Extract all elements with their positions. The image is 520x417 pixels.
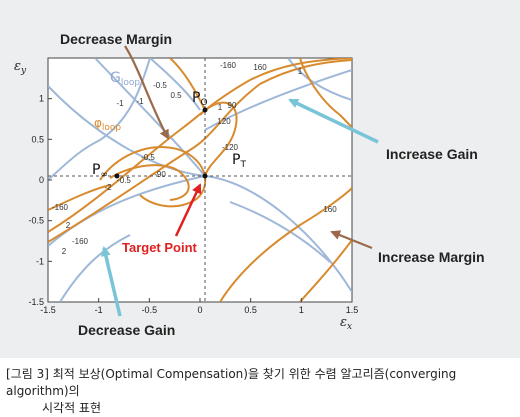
p-o-label: PO [192,90,208,108]
p-t-label: PT [232,152,246,170]
g-contour-6 [204,69,352,131]
decrease-gain-arrow [100,246,122,317]
contour-label: -1 [116,99,124,108]
phi-contour-4 [109,164,190,201]
contour-label: -120 [222,143,239,152]
decrease-margin-arrow [124,45,169,140]
contour-label: -0.5 [153,81,167,90]
increase-margin-label: Increase Margin [378,249,485,265]
phi-loop-legend: φloop [94,116,121,133]
phi-contour-10 [299,239,352,302]
contour-label: -160 [52,203,69,212]
contour-label: -160 [72,237,89,246]
x-tick-label: -1 [95,305,103,315]
p-inf-marker [114,173,120,179]
contour-label: 2 [62,247,67,256]
contour-label: 90 [228,101,237,110]
contour-label: -90 [154,170,166,179]
target-point-marker [202,173,208,179]
y-tick-label: 1 [39,94,44,104]
increase-gain-label: Increase Gain [386,146,478,162]
g-loop-contours [48,58,352,302]
contour-label: -0.5 [117,176,131,185]
x-tick-label: -0.5 [142,305,158,315]
target-point-label: Target Point [122,240,198,255]
y-axis-label: εy [14,59,27,76]
target-point-arrow [174,183,202,237]
contour-plot: -1.5 -1 -0.5 0 0.5 1 1.5 10.50-0.5-1-1.5 -0.50… [14,31,485,338]
contour-label-group: -0.50.5-160 160-1-120120-9090-22-0.5-0.5-… [52,61,337,256]
x-tick-label: 1 [299,305,304,315]
g-contour-8 [229,201,331,263]
y-tick-label: -1.5 [28,297,44,307]
g-contour-7 [149,58,201,111]
increase-gain-arrow [288,98,379,144]
y-axis-ticks: 1 0.5 0 -0.5 -1 -1.5 [28,94,52,307]
contour-label: 160 [253,63,267,72]
x-tick-label: 0.5 [244,305,257,315]
phi-contour-9 [48,184,111,211]
contour-label: -2 [104,183,112,192]
contour-label: 2 [66,221,71,230]
phi-contour-6 [219,187,352,302]
contour-label: 160 [323,205,337,214]
contour-label: 120 [217,117,231,126]
g-contour-3 [48,175,206,247]
caption-line-1: [그림 3] 최적 보상(Optimal Compensation)을 찾기 위… [6,367,457,398]
figure-caption: [그림 3] 최적 보상(Optimal Compensation)을 찾기 위… [6,366,514,417]
increase-margin-arrow [330,230,373,250]
y-tick-label: -0.5 [28,216,44,226]
contour-label: -0.5 [141,153,155,162]
phi-contour-3 [99,146,207,208]
x-tick-label: -1.5 [40,305,56,315]
contour-label: -1 [136,97,144,106]
y-tick-label: 0.5 [31,134,44,144]
y-tick-label: 0 [39,175,44,185]
contour-label: 1 [218,103,223,112]
phi-contour-7 [299,58,352,129]
figure-panel: -1.5 -1 -0.5 0 0.5 1 1.5 1 0.5 0 -0.5 -1 -1.5 -0.5 0… [0,0,520,358]
phi-contour-5 [199,101,238,177]
x-tick-label: 0 [197,305,202,315]
x-axis-ticks: -1.5 -1 -0.5 0 0.5 1 1.5 [40,298,358,315]
decrease-margin-label: Decrease Margin [60,31,172,47]
x-tick-label: 1.5 [346,305,359,315]
g-contour-5 [59,234,131,302]
p-o-marker [202,107,208,113]
contour-label: -160 [220,61,237,70]
p-inf-label: P∞ [92,162,108,180]
y-tick-label: -1 [36,256,44,266]
contour-label: 1 [298,67,303,76]
decrease-gain-label: Decrease Gain [78,322,175,338]
g-contour-2 [94,58,206,177]
x-axis-label: εx [340,315,352,332]
phi-contour-8 [169,58,206,111]
phi-contour-2 [48,59,352,243]
g-contour-9 [287,58,352,101]
contour-label: 0.5 [170,91,182,100]
g-contour-4 [48,58,151,181]
g-loop-legend: Gloop [110,70,140,88]
